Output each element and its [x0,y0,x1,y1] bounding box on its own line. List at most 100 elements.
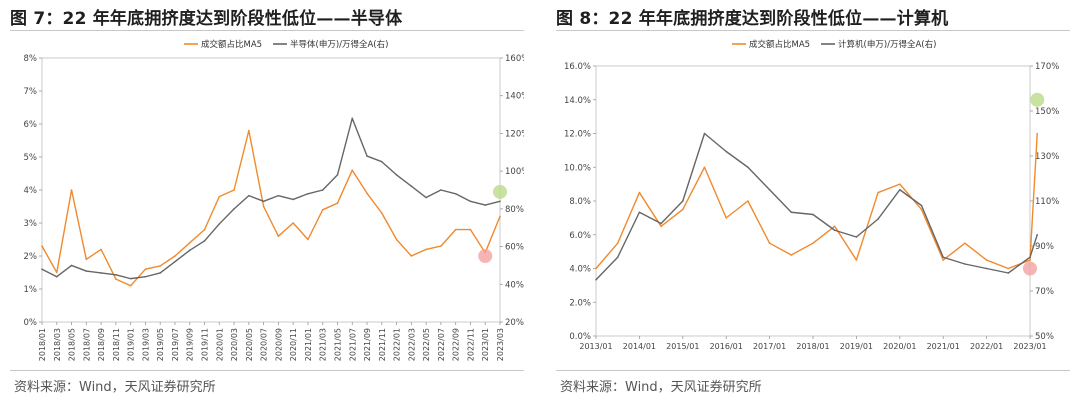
data-point [321,189,324,191]
y-left-tick-label: 7% [24,87,38,97]
data-point [1036,132,1039,135]
source-rule [10,370,524,371]
x-tick-label: 2018/11 [112,328,121,361]
y-left-tick-label: 6% [24,120,38,130]
data-point [595,267,597,270]
chart-source: 资料来源：Wind，天风证券研究所 [560,380,762,395]
x-tick-label: 2021/01 [927,342,960,351]
data-point [1007,272,1010,274]
x-tick-label: 2019/07 [171,328,180,361]
x-tick-label: 2023/01 [481,328,490,361]
x-tick-label: 2014/01 [623,342,656,351]
data-point [381,212,383,214]
x-tick-label: 2022/01 [970,342,1003,351]
x-tick-label: 2021/01 [304,328,313,361]
data-point [725,217,727,219]
data-point [877,191,879,194]
data-point [682,208,684,211]
x-tick-label: 2021/07 [348,328,357,361]
y-right-tick-label: 140% [505,92,524,102]
x-tick-label: 2019/05 [156,328,165,361]
data-point [366,155,368,157]
source-rule [556,370,1070,371]
data-point [855,259,858,261]
data-point [440,189,442,191]
data-point [1007,267,1010,270]
y-left-tick-label: 1% [24,285,38,295]
data-point [159,272,161,274]
data-point [395,174,398,176]
chart-title: 图 7：22 年年底拥挤度达到阶段性低位——半导体 [10,9,403,29]
chart-title: 图 8：22 年年底拥挤度达到阶段性低位——计算机 [556,9,949,29]
chart-panel-computer: 图 8：22 年年底拥挤度达到阶段性低位——计算机 0.0% 2.0% 4.0% 6.… [556,0,1076,404]
y-right-tick-label: 50% [1035,332,1054,342]
data-point [70,189,73,191]
data-point [855,236,858,238]
y-left-tick-label: 4.0% [569,265,591,275]
x-tick-label: 2023/01 [1013,342,1046,351]
data-point [144,275,147,278]
data-point [381,160,383,163]
data-point [703,166,706,169]
data-point [1036,233,1039,236]
chart-source: 资料来源：Wind，天风证券研究所 [14,380,216,395]
y-right-tick-label: 120% [505,129,524,139]
data-point [425,248,427,251]
data-point [129,277,132,280]
y-right-tick-label: 170% [1035,62,1059,72]
data-point [682,200,684,202]
data-point [292,222,294,224]
x-tick-label: 2019/01 [840,342,873,351]
y-left-tick-label: 6.0% [569,231,591,241]
data-point [440,245,442,247]
data-point [616,256,619,259]
data-point [425,196,427,199]
data-point [248,194,250,197]
y-right-tick-label: 150% [1035,107,1059,117]
x-tick-label: 2020/01 [215,328,224,361]
y-left-tick-label: 0.0% [569,332,591,342]
data-point [747,166,749,169]
data-point [277,194,280,197]
x-tick-label: 2020/11 [289,328,298,361]
data-point [115,274,117,276]
x-tick-label: 2020/09 [274,328,283,361]
x-tick-label: 2020/05 [245,328,254,361]
data-point [790,254,793,256]
data-point [942,256,944,259]
highlight-marker [478,249,493,263]
data-point [920,208,923,211]
data-point [985,267,988,270]
data-point [942,259,944,261]
y-right-tick-label: 90% [1035,242,1054,252]
title-rule [556,30,1070,31]
y-left-tick-label: 10.0% [564,163,591,173]
y-left-tick-label: 12.0% [564,130,591,140]
data-point [307,238,309,241]
x-tick-label: 2022/01 [393,328,402,361]
data-point [233,208,235,210]
y-right-tick-label: 160% [505,54,524,64]
line-chart-computer: 0.0% 2.0% 4.0% 6.0% 8.0% 10.0% 12.0% 14.0% 16.0%… [564,39,1059,351]
title-rule [10,30,524,31]
y-right-tick-label: 70% [1035,287,1054,297]
data-point [395,238,398,241]
x-tick-label: 2019/03 [141,328,150,361]
y-left-tick-label: 4% [24,186,38,196]
x-tick-label: 2021/05 [333,328,342,361]
y-right-tick-label: 60% [505,243,524,253]
data-point [899,188,901,191]
data-point [321,209,324,211]
series-line-2 [41,117,501,280]
data-point [262,200,265,203]
data-point [920,204,923,207]
y-left-tick-label: 2% [24,252,38,262]
data-point [703,132,706,135]
y-left-tick-label: 5% [24,153,38,163]
x-tick-label: 2018/01 [38,328,47,361]
data-point [499,200,501,203]
legend-label-1: 成交额占比MA5 [201,39,262,50]
data-point [129,284,132,287]
highlight-marker [1023,261,1037,276]
data-point [499,215,501,218]
